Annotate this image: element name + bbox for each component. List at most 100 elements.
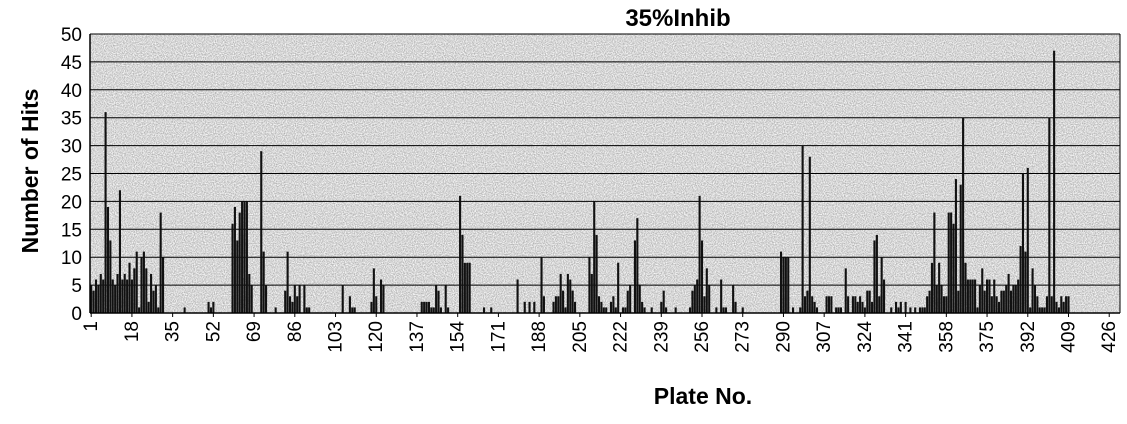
x-tick-154: 154 [448, 321, 469, 353]
bar-plate-200 [566, 273, 569, 313]
bar-plate-384 [1007, 273, 1010, 313]
bar-plate-407 [1062, 301, 1065, 313]
bar-plate-226 [629, 285, 632, 313]
bar-plate-68 [250, 285, 253, 313]
bar-plate-196 [557, 296, 560, 313]
bar-plate-29 [157, 307, 160, 313]
bar-plate-375 [986, 279, 989, 313]
bar-plate-354 [935, 285, 938, 313]
bar-plate-337 [894, 301, 898, 313]
x-tick-171: 171 [488, 321, 509, 353]
bar-plate-3 [94, 279, 98, 313]
x-tick-324: 324 [855, 321, 876, 353]
bar-plate-220 [614, 307, 617, 313]
bar-plate-9 [109, 240, 112, 313]
bar-plate-109 [348, 296, 351, 313]
bar-plate-229 [636, 218, 639, 313]
bar-plate-253 [693, 285, 696, 313]
y-tick-35: 35 [61, 109, 82, 130]
bar-plate-85 [291, 301, 294, 313]
bar-plate-372 [978, 285, 981, 313]
bar-plate-145 [435, 285, 438, 313]
bar-plate-215 [602, 307, 605, 313]
y-tick-0: 0 [71, 304, 82, 325]
bar-plate-28 [154, 285, 157, 313]
bar-plate-225 [626, 290, 629, 313]
bar-plate-392 [1026, 167, 1029, 313]
bar-plate-312 [835, 307, 838, 313]
bar-plate-216 [605, 307, 608, 313]
bar-plate-265 [722, 307, 725, 313]
bar-plate-377 [990, 296, 993, 313]
bar-plate-87 [296, 296, 299, 313]
x-tick-1: 1 [81, 321, 102, 332]
bar-plate-332 [883, 279, 886, 313]
bar-plate-118 [370, 301, 373, 313]
bar-plate-245 [674, 307, 677, 313]
x-tick-188: 188 [529, 321, 550, 353]
bar-plate-374 [983, 290, 986, 313]
bar-plate-325 [866, 290, 869, 313]
bar-plate-194 [552, 301, 555, 313]
bar-plate-257 [703, 296, 706, 313]
bar-plate-27 [152, 290, 155, 313]
bar-plate-165 [482, 307, 486, 313]
bar-plate-302 [811, 296, 814, 313]
bar-plate-368 [969, 279, 972, 313]
x-tick-409: 409 [1059, 321, 1080, 353]
bar-plate-269 [732, 285, 735, 313]
bar-plate-62 [236, 240, 239, 313]
bar-plate-360 [950, 212, 953, 313]
bar-plate-198 [562, 290, 565, 313]
bar-plate-270 [734, 301, 737, 313]
bar-plate-322 [859, 296, 862, 313]
y-tick-45: 45 [61, 53, 82, 74]
bar-plate-25 [147, 301, 150, 313]
bar-plate-383 [1005, 285, 1008, 313]
bar-plate-352 [930, 262, 934, 313]
x-tick-375: 375 [977, 321, 998, 353]
bar-plate-361 [952, 223, 955, 313]
bar-plate-371 [976, 307, 979, 313]
bar-plate-326 [868, 290, 871, 313]
bar-plate-201 [569, 279, 572, 313]
bar-plate-147 [439, 307, 442, 313]
bar-plate-327 [871, 301, 874, 313]
bar-plate-390 [1021, 173, 1025, 313]
bar-plate-184 [528, 301, 531, 313]
bar-plate-168 [490, 307, 493, 313]
bar-plate-60 [231, 223, 234, 313]
bar-plate-66 [245, 201, 248, 313]
bar-plate-111 [353, 307, 356, 313]
bar-plate-78 [274, 307, 277, 313]
bar-plate-366 [964, 262, 967, 313]
bar-plate-146 [437, 290, 440, 313]
x-tick-273: 273 [733, 321, 754, 353]
bar-plate-72 [260, 151, 263, 313]
bar-plate-345 [914, 307, 917, 313]
bar-plate-408 [1065, 296, 1068, 313]
bar-plate-23 [142, 251, 145, 313]
bar-plate-348 [921, 307, 924, 313]
bar-plate-382 [1002, 290, 1005, 313]
bar-plate-214 [600, 301, 603, 313]
bar-plate-395 [1033, 285, 1037, 313]
bar-plate-367 [966, 279, 969, 313]
bar-plate-362 [954, 179, 957, 313]
axes [89, 33, 1121, 314]
bar-plate-329 [875, 234, 878, 313]
bar-plate-231 [641, 301, 644, 313]
bar-plate-380 [997, 301, 1001, 313]
bar-plate-18 [130, 279, 133, 313]
bar-plate-357 [942, 296, 945, 313]
bar-plate-300 [806, 290, 809, 313]
bar-plate-324 [863, 307, 866, 313]
bar-plate-331 [880, 257, 883, 313]
bar-plate-403 [1053, 50, 1056, 314]
x-tick-239: 239 [651, 321, 672, 353]
bar-plate-320 [854, 296, 857, 313]
bar-plate-182 [523, 301, 526, 313]
bar-plate-7 [104, 112, 107, 314]
bar-plate-8 [106, 206, 110, 313]
bar-plate-67 [248, 273, 251, 313]
